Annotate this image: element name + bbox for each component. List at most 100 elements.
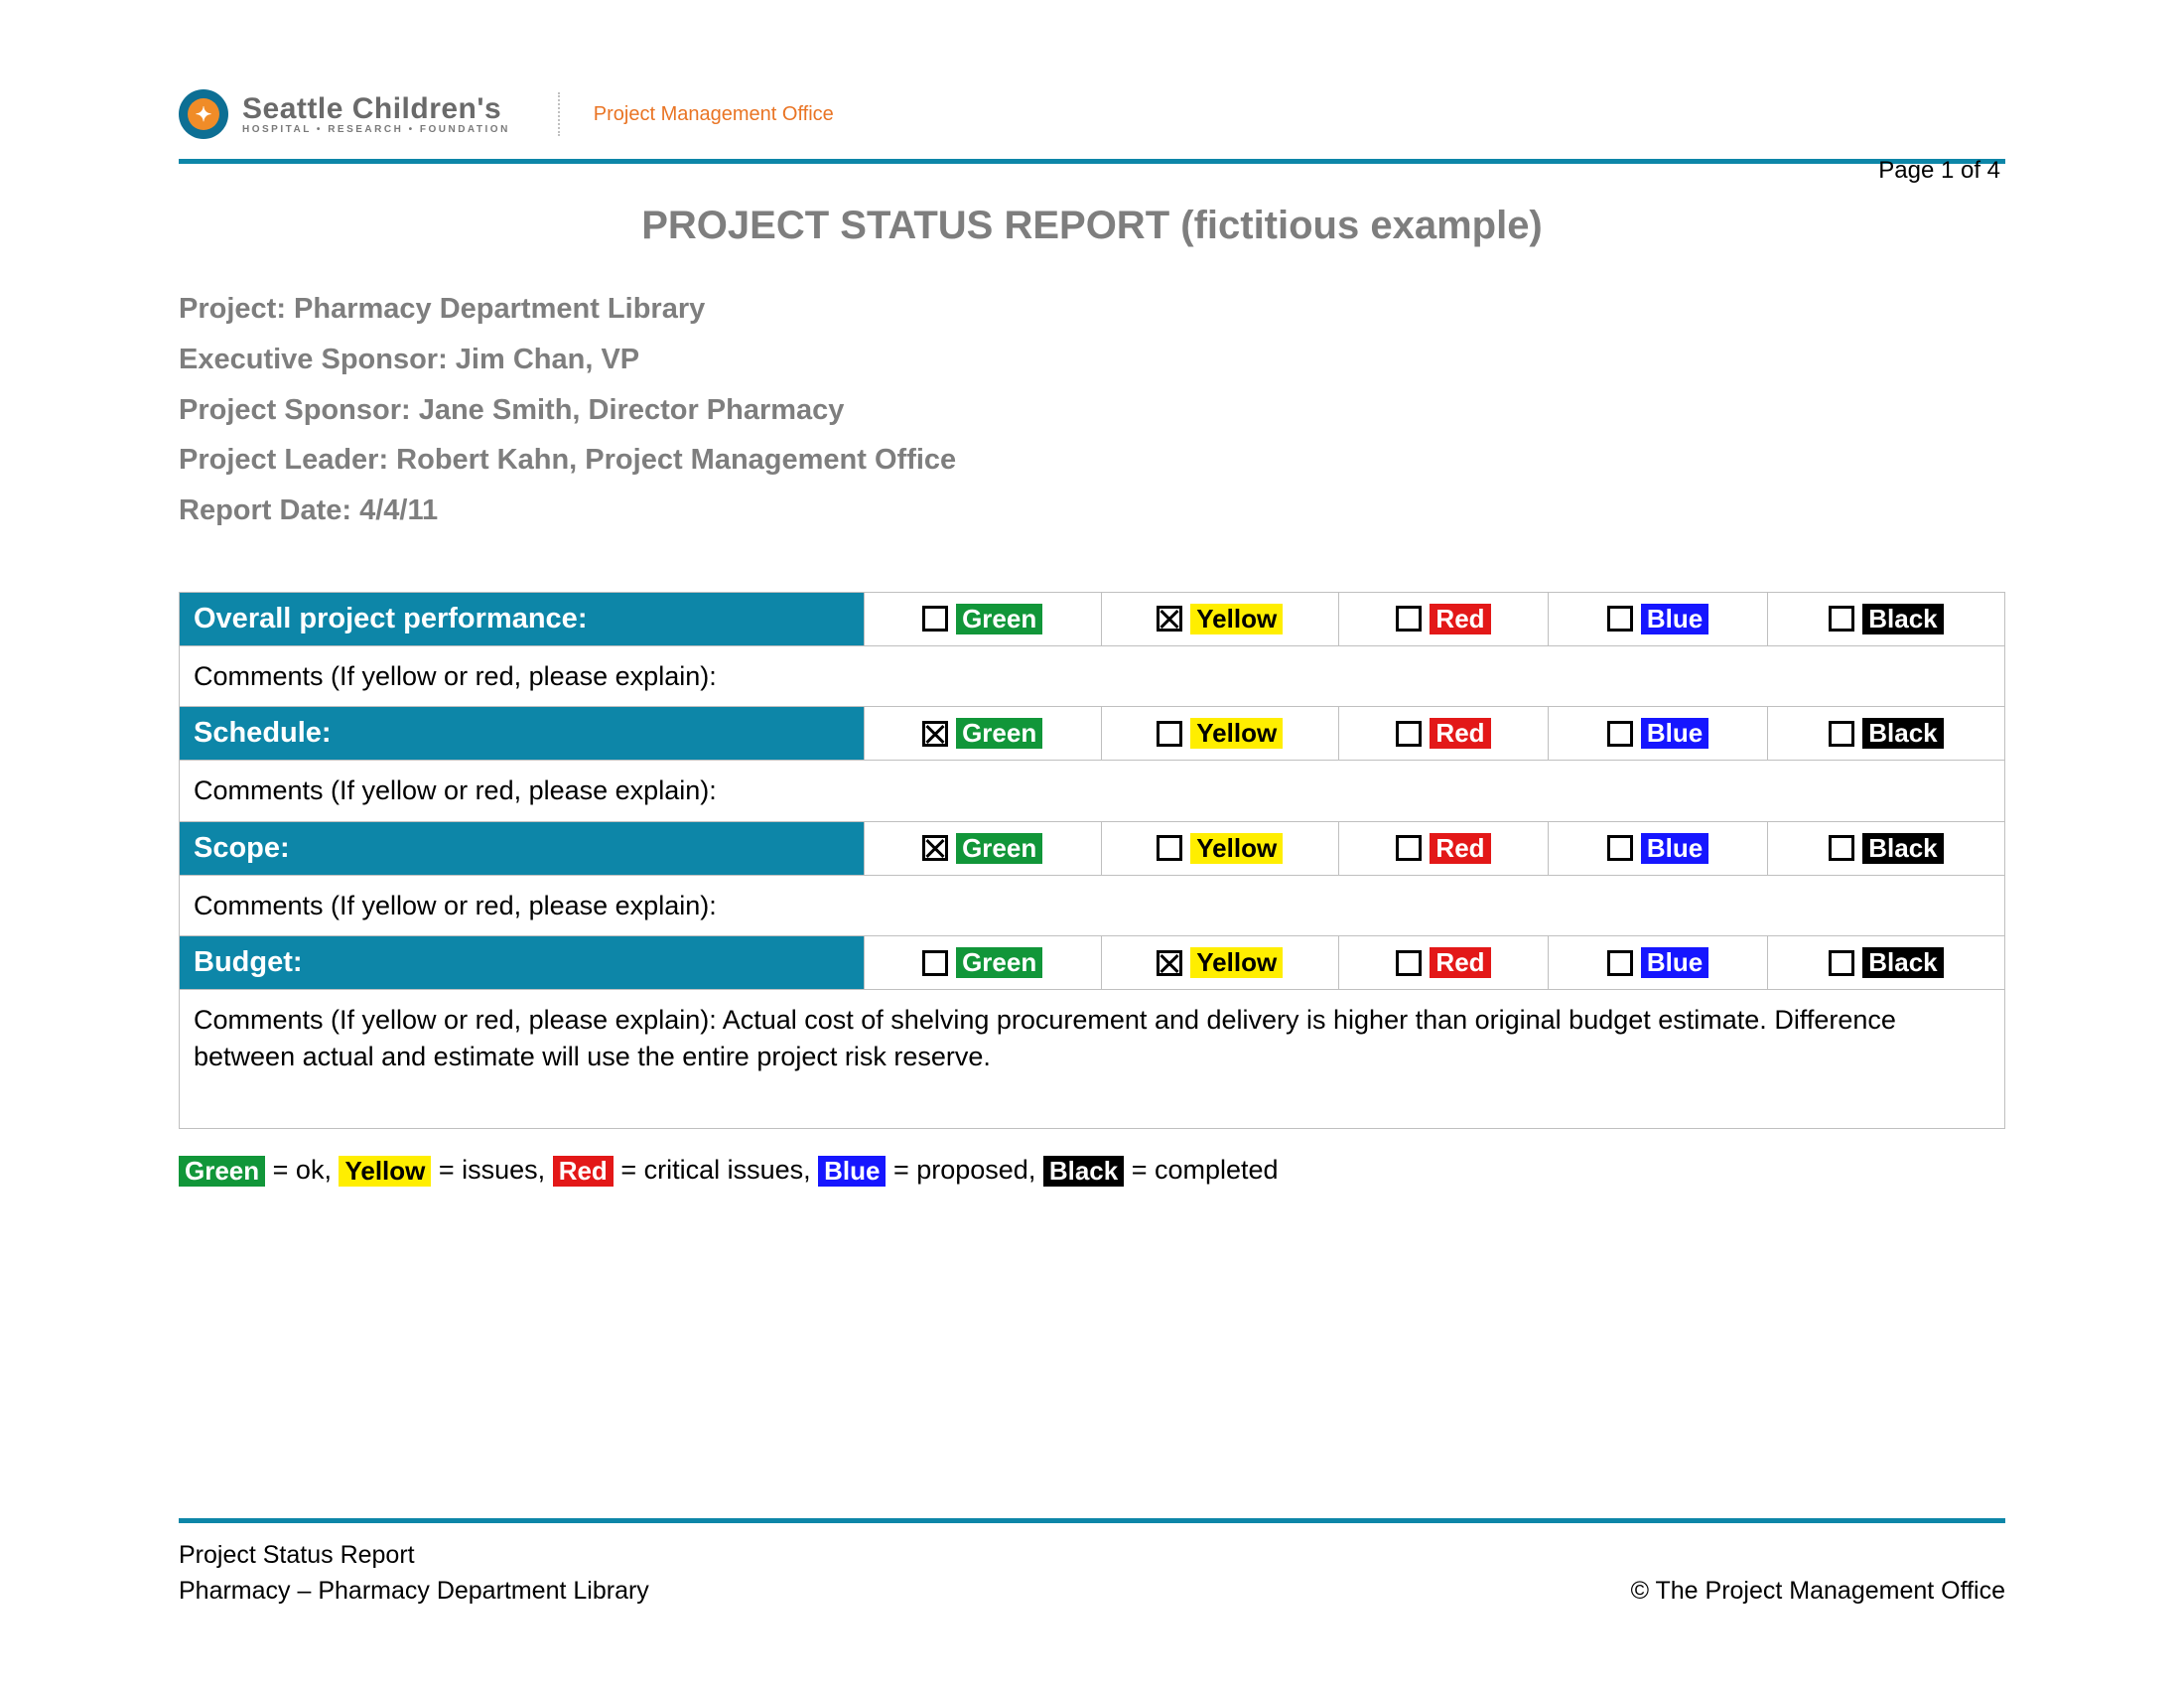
checkbox-icon[interactable] — [1829, 950, 1854, 976]
status-tag: Black — [1862, 718, 1943, 749]
legend: Green = ok, Yellow = issues, Red = criti… — [179, 1155, 2005, 1187]
footer: Project Status Report Pharmacy – Pharmac… — [179, 1510, 2005, 1610]
checkbox-icon[interactable] — [922, 606, 948, 632]
status-option[interactable]: Yellow — [1101, 707, 1338, 761]
page-number: Page 1 of 4 — [1878, 157, 2000, 185]
legend-tag: Blue — [818, 1156, 886, 1187]
row-label: Schedule: — [180, 707, 865, 761]
meta-block: Project: Pharmacy Department Library Exe… — [179, 284, 2005, 536]
status-tag: Green — [956, 604, 1042, 634]
checkbox-icon[interactable] — [922, 721, 948, 747]
row-label: Scope: — [180, 821, 865, 875]
logo: ✦ Seattle Children's HOSPITAL • RESEARCH… — [179, 89, 510, 139]
status-tag: Black — [1862, 947, 1943, 978]
status-option[interactable]: Yellow — [1101, 592, 1338, 645]
status-tag: Green — [956, 947, 1042, 978]
checkbox-icon[interactable] — [1607, 721, 1633, 747]
status-tag: Yellow — [1190, 718, 1283, 749]
checkbox-icon[interactable] — [1157, 835, 1182, 861]
checkbox-icon[interactable] — [1829, 835, 1854, 861]
meta-exec-sponsor: Executive Sponsor: Jim Chan, VP — [179, 335, 2005, 385]
status-option[interactable]: Yellow — [1101, 821, 1338, 875]
status-tag: Yellow — [1190, 947, 1283, 978]
checkbox-icon[interactable] — [1157, 950, 1182, 976]
legend-tag: Red — [553, 1156, 614, 1187]
status-tag: Green — [956, 833, 1042, 864]
status-tag: Blue — [1641, 604, 1708, 634]
meta-report-date: Report Date: 4/4/11 — [179, 486, 2005, 536]
status-option[interactable]: Green — [864, 821, 1101, 875]
dept-label: Project Management Office — [594, 103, 834, 126]
status-option[interactable]: Green — [864, 707, 1101, 761]
legend-tag: Black — [1043, 1156, 1124, 1187]
footer-line2: Pharmacy – Pharmacy Department Library — [179, 1573, 649, 1609]
checkbox-icon[interactable] — [1396, 606, 1422, 632]
status-option[interactable]: Blue — [1549, 592, 1768, 645]
checkbox-icon[interactable] — [1396, 950, 1422, 976]
status-option[interactable]: Black — [1767, 707, 2004, 761]
logo-main-text: Seattle Children's — [242, 93, 510, 125]
meta-project: Project: Pharmacy Department Library — [179, 284, 2005, 335]
status-tag: Yellow — [1190, 604, 1283, 634]
status-tag: Red — [1430, 604, 1490, 634]
status-option[interactable]: Blue — [1549, 821, 1768, 875]
row-comment: Comments (If yellow or red, please expla… — [180, 990, 2005, 1129]
row-comment: Comments (If yellow or red, please expla… — [180, 761, 2005, 821]
legend-text: = ok, — [265, 1155, 339, 1185]
legend-text: = critical issues, — [614, 1155, 818, 1185]
row-label: Overall project performance: — [180, 592, 865, 645]
checkbox-icon[interactable] — [1396, 835, 1422, 861]
page-title: PROJECT STATUS REPORT (fictitious exampl… — [179, 204, 2005, 248]
legend-tag: Green — [179, 1156, 265, 1187]
checkbox-icon[interactable] — [1396, 721, 1422, 747]
checkbox-icon[interactable] — [1157, 606, 1182, 632]
legend-text: = completed — [1124, 1155, 1278, 1185]
meta-project-leader: Project Leader: Robert Kahn, Project Man… — [179, 435, 2005, 486]
status-tag: Red — [1430, 833, 1490, 864]
status-tag: Black — [1862, 833, 1943, 864]
status-table: Overall project performance: Green Yellow R… — [179, 592, 2005, 1129]
checkbox-icon[interactable] — [1607, 835, 1633, 861]
status-option[interactable]: Red — [1338, 936, 1548, 990]
status-option[interactable]: Blue — [1549, 707, 1768, 761]
status-tag: Black — [1862, 604, 1943, 634]
status-option[interactable]: Yellow — [1101, 936, 1338, 990]
status-option[interactable]: Green — [864, 936, 1101, 990]
status-option[interactable]: Green — [864, 592, 1101, 645]
checkbox-icon[interactable] — [1829, 721, 1854, 747]
legend-tag: Yellow — [339, 1156, 431, 1187]
row-comment: Comments (If yellow or red, please expla… — [180, 875, 2005, 935]
status-tag: Yellow — [1190, 833, 1283, 864]
logo-icon: ✦ — [179, 89, 228, 139]
status-option[interactable]: Black — [1767, 821, 2004, 875]
footer-right: © The Project Management Office — [1631, 1573, 2005, 1609]
checkbox-icon[interactable] — [922, 835, 948, 861]
row-comment: Comments (If yellow or red, please expla… — [180, 645, 2005, 706]
status-option[interactable]: Black — [1767, 936, 2004, 990]
status-tag: Blue — [1641, 947, 1708, 978]
checkbox-icon[interactable] — [922, 950, 948, 976]
footer-rule — [179, 1518, 2005, 1523]
checkbox-icon[interactable] — [1157, 721, 1182, 747]
status-tag: Blue — [1641, 833, 1708, 864]
status-option[interactable]: Red — [1338, 707, 1548, 761]
status-tag: Green — [956, 718, 1042, 749]
footer-line1: Project Status Report — [179, 1537, 649, 1573]
status-tag: Red — [1430, 947, 1490, 978]
checkbox-icon[interactable] — [1607, 950, 1633, 976]
header-divider — [558, 92, 560, 136]
checkbox-icon[interactable] — [1829, 606, 1854, 632]
header-rule — [179, 159, 2005, 164]
status-tag: Blue — [1641, 718, 1708, 749]
row-label: Budget: — [180, 936, 865, 990]
status-option[interactable]: Blue — [1549, 936, 1768, 990]
header: ✦ Seattle Children's HOSPITAL • RESEARCH… — [179, 89, 2005, 139]
legend-text: = issues, — [431, 1155, 552, 1185]
checkbox-icon[interactable] — [1607, 606, 1633, 632]
status-tag: Red — [1430, 718, 1490, 749]
status-option[interactable]: Red — [1338, 592, 1548, 645]
status-option[interactable]: Red — [1338, 821, 1548, 875]
logo-sub-text: HOSPITAL • RESEARCH • FOUNDATION — [242, 125, 510, 136]
status-option[interactable]: Black — [1767, 592, 2004, 645]
meta-project-sponsor: Project Sponsor: Jane Smith, Director Ph… — [179, 385, 2005, 436]
